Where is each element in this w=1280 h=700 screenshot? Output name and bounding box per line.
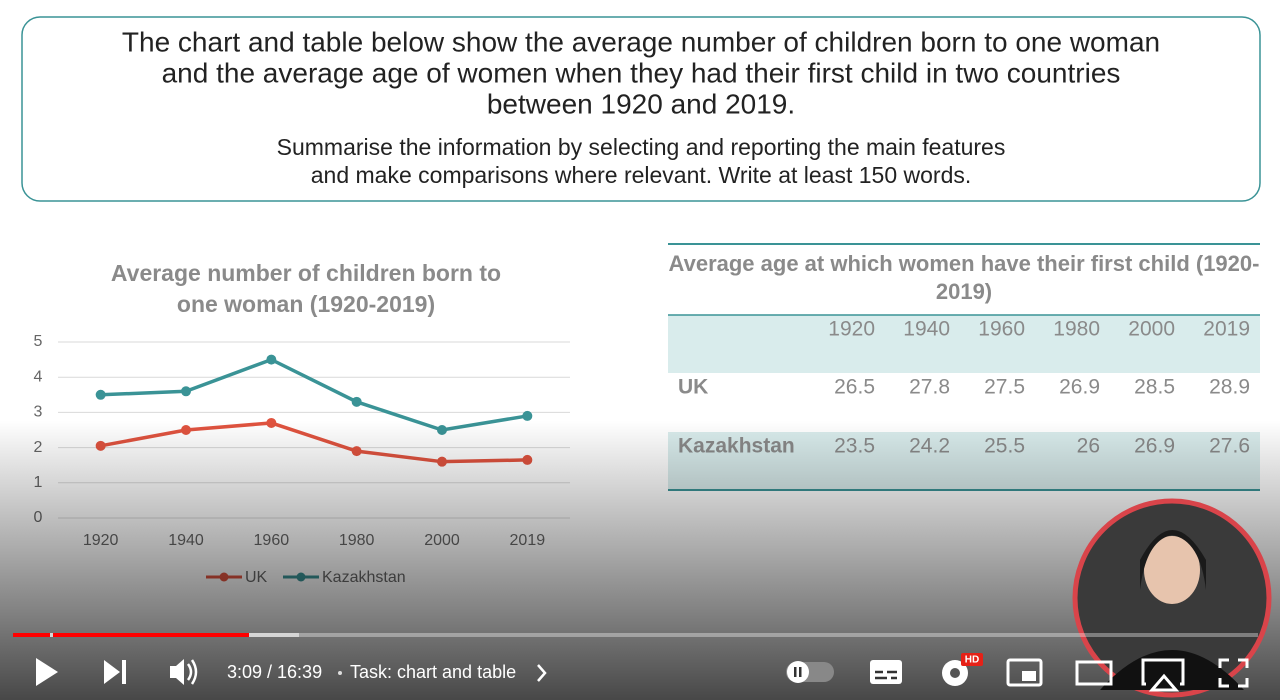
theater-button[interactable] xyxy=(1075,660,1113,686)
y-tick-label: 3 xyxy=(34,404,43,421)
table-title: Average age at which women have their fi… xyxy=(668,251,1260,304)
prompt: The chart and table below show the avera… xyxy=(122,26,1160,188)
column-header: 2019 xyxy=(1203,318,1250,341)
progress-played xyxy=(53,633,249,637)
subtitles-lines xyxy=(875,670,897,680)
progress-track[interactable] xyxy=(13,633,1258,637)
data-point xyxy=(351,396,362,407)
chapter-title[interactable]: Task: chart and table xyxy=(350,662,516,682)
task-line: The chart and table below show the avera… xyxy=(122,26,1160,57)
instruction-line: and make comparisons where relevant. Wri… xyxy=(311,162,972,188)
progress-played xyxy=(13,633,50,637)
chart-title: one woman (1920-2019) xyxy=(177,291,435,317)
control-shade xyxy=(0,420,1280,700)
autoplay-pause xyxy=(794,667,797,677)
subtitles-button[interactable] xyxy=(870,660,902,684)
separator-dot xyxy=(338,671,342,675)
fullscreen-button[interactable] xyxy=(1218,658,1249,688)
table-cell: 27.8 xyxy=(909,376,950,399)
column-header: 1920 xyxy=(828,318,875,341)
column-header: 2000 xyxy=(1128,318,1175,341)
column-header: 1980 xyxy=(1053,318,1100,341)
chapter-chevron[interactable] xyxy=(537,664,547,682)
miniplayer-button[interactable] xyxy=(1006,658,1043,687)
y-tick-label: 5 xyxy=(34,333,43,350)
data-point xyxy=(95,389,106,400)
play-button[interactable] xyxy=(36,658,58,686)
header-row xyxy=(668,315,1260,373)
table-cell: 27.5 xyxy=(984,376,1025,399)
data-point xyxy=(522,410,533,421)
data-point xyxy=(266,354,277,365)
volume-waves xyxy=(186,659,198,685)
task-line: between 1920 and 2019. xyxy=(487,88,795,119)
time-display: 3:09 / 16:39 xyxy=(227,662,322,682)
settings-hole xyxy=(950,668,960,678)
hd-label: HD xyxy=(965,655,979,666)
table-title-box: Average age at which women have their fi… xyxy=(668,251,1260,304)
task-line: and the average age of women when they h… xyxy=(162,57,1121,88)
hd-badge xyxy=(961,653,983,666)
table-cell: 26.5 xyxy=(834,376,875,399)
volume-button[interactable] xyxy=(170,659,184,685)
autoplay-knob xyxy=(787,661,809,683)
series-line xyxy=(100,357,528,432)
data-point xyxy=(181,386,191,397)
y-tick-label: 4 xyxy=(34,368,43,385)
presenter-face xyxy=(1144,536,1200,604)
prompt-box xyxy=(21,16,1261,202)
miniplayer-inner xyxy=(1022,671,1036,681)
cast-button[interactable] xyxy=(1141,658,1185,692)
chart-title: Average number of children born to xyxy=(111,260,501,286)
next-button[interactable] xyxy=(104,660,126,684)
column-header: 1940 xyxy=(903,318,950,341)
table-cell: 26.9 xyxy=(1059,376,1100,399)
table-cell: 28.5 xyxy=(1134,376,1175,399)
column-header: 1960 xyxy=(978,318,1025,341)
autoplay-pause xyxy=(799,667,802,677)
presenter-body xyxy=(1100,650,1244,690)
instruction-line: Summarise the information by selecting a… xyxy=(277,134,1006,160)
table-cell: 28.9 xyxy=(1209,376,1250,399)
row-label: UK xyxy=(678,376,708,399)
